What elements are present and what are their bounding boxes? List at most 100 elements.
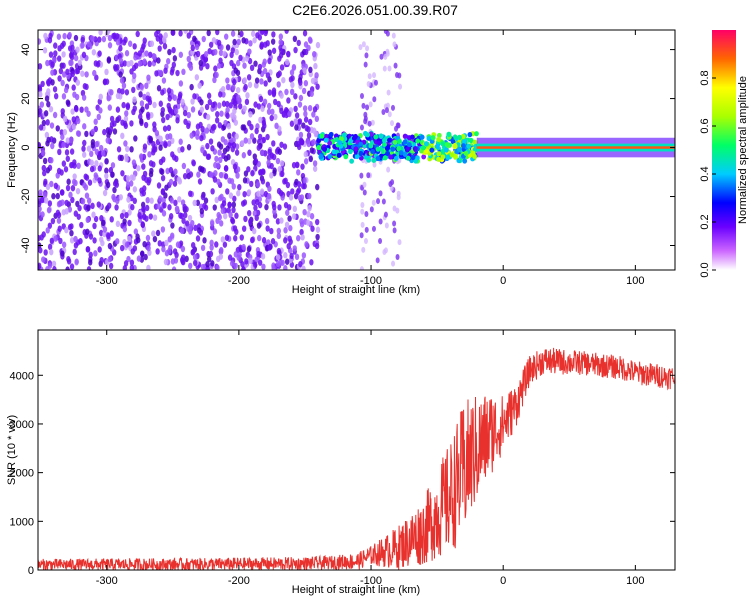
heatmap-cell	[216, 39, 222, 47]
heatmap-cell	[62, 32, 67, 40]
heatmap-cell	[164, 184, 169, 191]
heatmap-cell	[94, 148, 100, 156]
heatmap-cell	[316, 144, 322, 151]
heatmap-cell	[386, 166, 391, 173]
heatmap-cell	[232, 107, 237, 115]
heatmap-cell	[38, 38, 42, 45]
heatmap-cell	[225, 83, 231, 91]
heatmap-cell	[232, 225, 238, 232]
heatmap-cell	[254, 82, 259, 89]
heatmap-cell	[263, 80, 268, 87]
heatmap-cell	[65, 155, 70, 162]
heatmap-cell	[412, 146, 418, 152]
heatmap-cell	[203, 197, 209, 204]
heatmap-cell	[367, 120, 372, 127]
heatmap-cell	[348, 138, 354, 144]
heatmap-cell	[404, 147, 410, 153]
heatmap-cell	[267, 244, 272, 251]
heatmap-cell	[236, 190, 241, 197]
x-tick-label: -100	[360, 575, 382, 587]
heatmap-cell	[303, 116, 309, 123]
heatmap-cell	[64, 199, 69, 207]
heatmap-cell	[223, 173, 229, 180]
heatmap-cell	[151, 53, 156, 60]
heatmap-cell	[206, 30, 211, 37]
heatmap-cell	[171, 46, 176, 54]
heatmap-cell	[46, 206, 52, 214]
heatmap-cell	[157, 195, 163, 202]
heatmap-cell	[136, 255, 142, 262]
heatmap-cell	[116, 115, 122, 122]
heatmap-cell	[266, 192, 272, 200]
heatmap-cell	[90, 128, 96, 136]
heatmap-cell	[289, 120, 295, 127]
heatmap-cell	[57, 225, 62, 232]
heatmap-cell	[294, 124, 299, 131]
heatmap-cell	[370, 148, 376, 155]
heatmap-cell	[261, 61, 267, 68]
heatmap-cell	[186, 225, 191, 232]
heatmap-cell	[131, 86, 136, 94]
heatmap-cell	[387, 65, 392, 72]
heatmap-cell	[254, 256, 259, 263]
heatmap-cell	[199, 106, 205, 113]
heatmap-cell	[468, 137, 474, 144]
heatmap-cell	[50, 69, 55, 76]
heatmap-cell	[248, 218, 253, 225]
heatmap-cell	[190, 241, 196, 249]
heatmap-cell	[106, 95, 111, 102]
heatmap-cell	[97, 165, 102, 172]
heatmap-cell	[218, 156, 223, 164]
heatmap-x-axis-title: Height of straight line (km)	[292, 284, 420, 296]
heatmap-cell	[124, 155, 129, 163]
heatmap-cell	[285, 209, 290, 216]
heatmap-cell	[315, 233, 320, 241]
heatmap-cell	[98, 93, 103, 101]
heatmap-cell	[97, 50, 102, 57]
heatmap-cell	[86, 197, 92, 204]
heatmap-cell	[231, 84, 236, 91]
heatmap-cell	[303, 110, 308, 118]
heatmap-cell	[253, 101, 258, 108]
heatmap-cell	[304, 241, 309, 248]
heatmap-cell	[214, 71, 219, 79]
heatmap-cell	[315, 41, 321, 49]
heatmap-cell	[38, 147, 41, 155]
heatmap-cell	[158, 135, 163, 142]
heatmap-cell	[38, 262, 42, 270]
heatmap-cell	[361, 246, 366, 253]
heatmap-cell	[160, 226, 166, 233]
heatmap-cell	[165, 113, 170, 121]
heatmap-cell	[256, 190, 261, 197]
heatmap-cell	[146, 74, 151, 81]
heatmap-cell	[61, 62, 66, 69]
heatmap-cell	[182, 109, 188, 117]
heatmap-cell	[82, 139, 87, 147]
heatmap-cell	[248, 111, 253, 118]
heatmap-cell	[279, 141, 284, 148]
x-tick-label: 100	[626, 275, 644, 287]
heatmap-cell	[97, 98, 102, 105]
heatmap-cell	[65, 184, 71, 192]
heatmap-cell	[126, 255, 131, 263]
heatmap-cell	[66, 255, 71, 263]
heatmap-cell	[349, 158, 355, 164]
heatmap-cell	[185, 220, 190, 227]
heatmap-cell	[282, 178, 287, 185]
heatmap-cell	[290, 188, 295, 195]
heatmap-cell	[45, 227, 50, 234]
heatmap-cell	[99, 256, 104, 264]
heatmap-cell	[115, 220, 121, 228]
heatmap-cell	[313, 130, 319, 138]
heatmap-cell	[233, 262, 239, 270]
heatmap-cell	[375, 146, 381, 152]
heatmap-cell	[247, 149, 252, 156]
heatmap-cell	[208, 138, 214, 145]
heatmap-cell	[194, 74, 200, 81]
heatmap-cell	[271, 87, 277, 94]
heatmap-cell	[239, 30, 244, 38]
heatmap-cell	[265, 133, 270, 141]
heatmap-cell	[290, 81, 295, 89]
heatmap-cell	[212, 228, 218, 235]
heatmap-cell	[92, 237, 97, 244]
